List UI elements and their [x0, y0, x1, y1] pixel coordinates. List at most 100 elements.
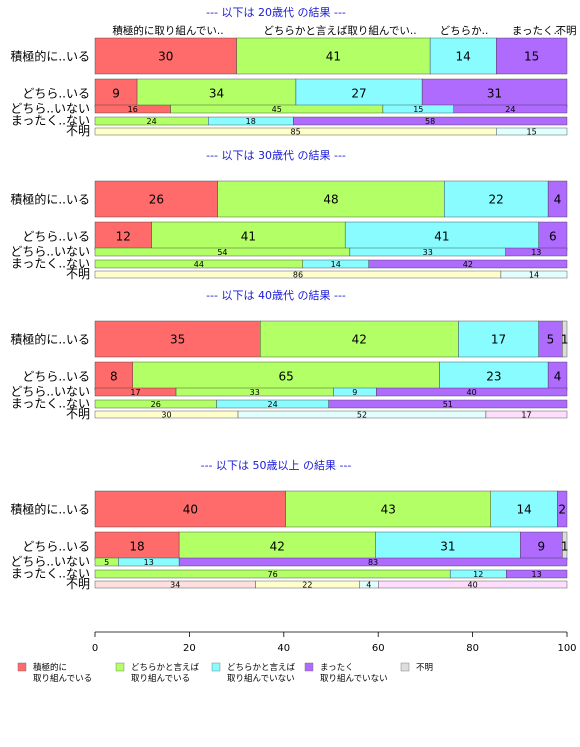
column-headers: 積極的に取り組んでい.. どちらかと言えば取り組んでい.. どちらか.. まったく..…: [112, 24, 576, 37]
data-label: 18: [129, 539, 144, 553]
data-label: 1: [561, 539, 569, 553]
data-label: 40: [183, 502, 198, 516]
data-label: 16: [128, 105, 138, 114]
row-label: 積極的に..いる: [10, 192, 90, 207]
row-label: どちら..いる: [22, 230, 90, 244]
data-label: 14: [529, 270, 539, 279]
bar-segment: [328, 399, 568, 409]
data-label: 15: [413, 105, 423, 114]
data-label: 4: [554, 369, 562, 383]
data-label: 12: [116, 229, 131, 243]
bar-segment: [217, 180, 445, 218]
bar-segment: [444, 180, 549, 218]
data-label: 65: [279, 369, 294, 383]
data-label: 43: [381, 502, 396, 516]
bar-segment: [496, 127, 568, 136]
column-header: どちらか..: [440, 25, 489, 37]
x-tick-label: 80: [466, 643, 479, 654]
data-label: 8: [110, 369, 118, 383]
data-label: 4: [366, 580, 371, 589]
data-label: 5: [547, 332, 555, 346]
bar-segment: [295, 78, 423, 108]
legend-label: 積極的に: [33, 662, 67, 673]
data-label: 40: [467, 388, 477, 397]
data-label: 48: [323, 192, 338, 206]
data-label: 26: [149, 192, 164, 206]
data-label: 58: [425, 117, 435, 126]
data-label: 22: [302, 580, 312, 589]
x-tick-label: 0: [92, 643, 98, 654]
data-label: 83: [368, 558, 378, 567]
panel: --- 以下は 40歳代 の結果 --- 積極的に..いる 35 42 17 5 1 どちら.…: [10, 288, 568, 421]
data-label: 9: [352, 388, 357, 397]
panel-title: --- 以下は 30歳代 の結果 ---: [206, 148, 346, 162]
bar-segment: [94, 320, 261, 358]
data-label: 23: [486, 369, 501, 383]
bar-segment: [500, 270, 568, 279]
data-label: 6: [549, 229, 557, 243]
legend-label: 取り組んでいない: [227, 673, 295, 684]
data-label: 13: [144, 558, 154, 567]
data-label: 31: [487, 86, 502, 100]
x-tick-label: 100: [557, 643, 576, 654]
panel-title: --- 以下は 40歳代 の結果 ---: [206, 288, 346, 302]
data-label: 13: [532, 570, 542, 579]
bar-segment: [285, 490, 491, 528]
data-label: 41: [326, 49, 341, 63]
data-label: 33: [423, 248, 433, 257]
data-label: 34: [209, 86, 224, 100]
bar-segment: [453, 104, 568, 114]
data-label: 42: [270, 539, 285, 553]
data-label: 14: [456, 49, 471, 63]
row-label: どちら..いる: [22, 540, 90, 554]
bar-segment: [496, 37, 568, 75]
data-label: 31: [440, 539, 455, 553]
bar-segment: [520, 531, 563, 561]
legend-swatch: [400, 662, 410, 672]
data-label: 17: [491, 332, 506, 346]
legend-label: 取り組んでいる: [131, 673, 190, 684]
x-tick-label: 20: [183, 643, 196, 654]
bar-segment: [151, 221, 346, 251]
bar-segment: [132, 361, 440, 391]
bar-segment: [94, 490, 286, 528]
row-label: 積極的に..いる: [10, 502, 90, 517]
row-label: どちら..いない: [10, 102, 90, 116]
data-label: 17: [130, 388, 140, 397]
data-label: 2: [558, 502, 566, 516]
data-label: 24: [267, 400, 277, 409]
row-label: どちら..いない: [10, 385, 90, 399]
data-label: 85: [291, 127, 301, 136]
data-label: 9: [112, 86, 120, 100]
panel-title: --- 以下は 50歳以上 の結果 ---: [201, 458, 352, 472]
panel: --- 以下は 20歳代 の結果 --- 積極的に..いる 30 41 14 15 どちら.…: [10, 5, 568, 138]
data-label: 14: [331, 260, 341, 269]
data-label: 30: [158, 49, 173, 63]
legend-swatch: [17, 662, 27, 672]
bar-segment: [94, 361, 133, 391]
column-header: 積極的に取り組んでい..: [112, 24, 223, 37]
panel: --- 以下は 50歳以上 の結果 ---積極的に..いる 40 43 14 2どちら.…: [10, 458, 568, 591]
data-label: 18: [246, 117, 256, 126]
data-label: 24: [147, 117, 157, 126]
data-label: 42: [463, 260, 473, 269]
row-label: どちら..いる: [22, 87, 90, 101]
row-label: まったく..ない: [11, 397, 90, 411]
row-label: まったく..ない: [11, 114, 90, 128]
bar-segment: [376, 387, 568, 397]
legend-label: どちらかと言えば: [131, 662, 200, 673]
data-label: 30: [161, 410, 171, 419]
data-label: 45: [272, 105, 282, 114]
row-label: まったく..ない: [11, 257, 90, 271]
legend-swatch: [115, 662, 125, 672]
data-label: 24: [505, 105, 515, 114]
bar-segment: [236, 37, 431, 75]
data-label: 27: [351, 86, 366, 100]
bar-segment: [505, 247, 568, 257]
row-label: 積極的に..いる: [10, 332, 90, 347]
bar-segment: [94, 531, 180, 561]
column-header: どちらかと言えば取り組んでい..: [263, 24, 416, 37]
x-axis: 0 20 40 60 80 100: [92, 631, 577, 654]
bar-segment: [429, 37, 497, 75]
